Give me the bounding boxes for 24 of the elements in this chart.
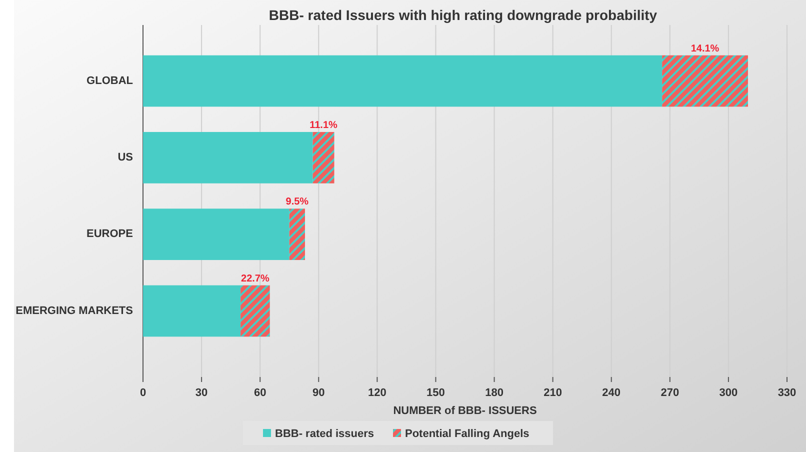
x-tick-label: 120 bbox=[368, 387, 386, 399]
x-tick-label: 240 bbox=[602, 387, 621, 399]
annotation: 14.1% bbox=[690, 43, 720, 54]
x-tick-label: 150 bbox=[426, 387, 445, 399]
annotation: 9.5% bbox=[286, 196, 309, 208]
x-tick-label: 0 bbox=[140, 387, 146, 399]
x-tick-label: 60 bbox=[254, 387, 266, 399]
annotation: 11.1% bbox=[310, 120, 338, 131]
y-tick-label: EUROPE bbox=[86, 228, 133, 240]
x-tick-label: 30 bbox=[195, 387, 208, 399]
annotation: 22.7% bbox=[241, 273, 270, 284]
y-tick-label: EMERGING MARKETS bbox=[16, 304, 133, 317]
x-axis-title: NUMBER of BBB- ISSUERS bbox=[393, 405, 537, 417]
legend-label: Potential Falling Angels bbox=[405, 428, 530, 440]
y-tick-label: US bbox=[118, 152, 133, 164]
chart-title: BBB- rated Issuers with high rating downgrade probability bbox=[268, 7, 658, 23]
legend-label: BBB- rated issuers bbox=[275, 428, 374, 440]
x-tick-label: 330 bbox=[778, 387, 796, 399]
x-tick-label: 90 bbox=[312, 387, 325, 399]
x-tick-label: 300 bbox=[719, 387, 738, 399]
x-tick-label: 180 bbox=[485, 387, 504, 399]
y-tick-label: GLOBAL bbox=[86, 74, 134, 87]
x-tick-label: 210 bbox=[544, 387, 562, 399]
x-tick-label: 270 bbox=[660, 387, 680, 399]
